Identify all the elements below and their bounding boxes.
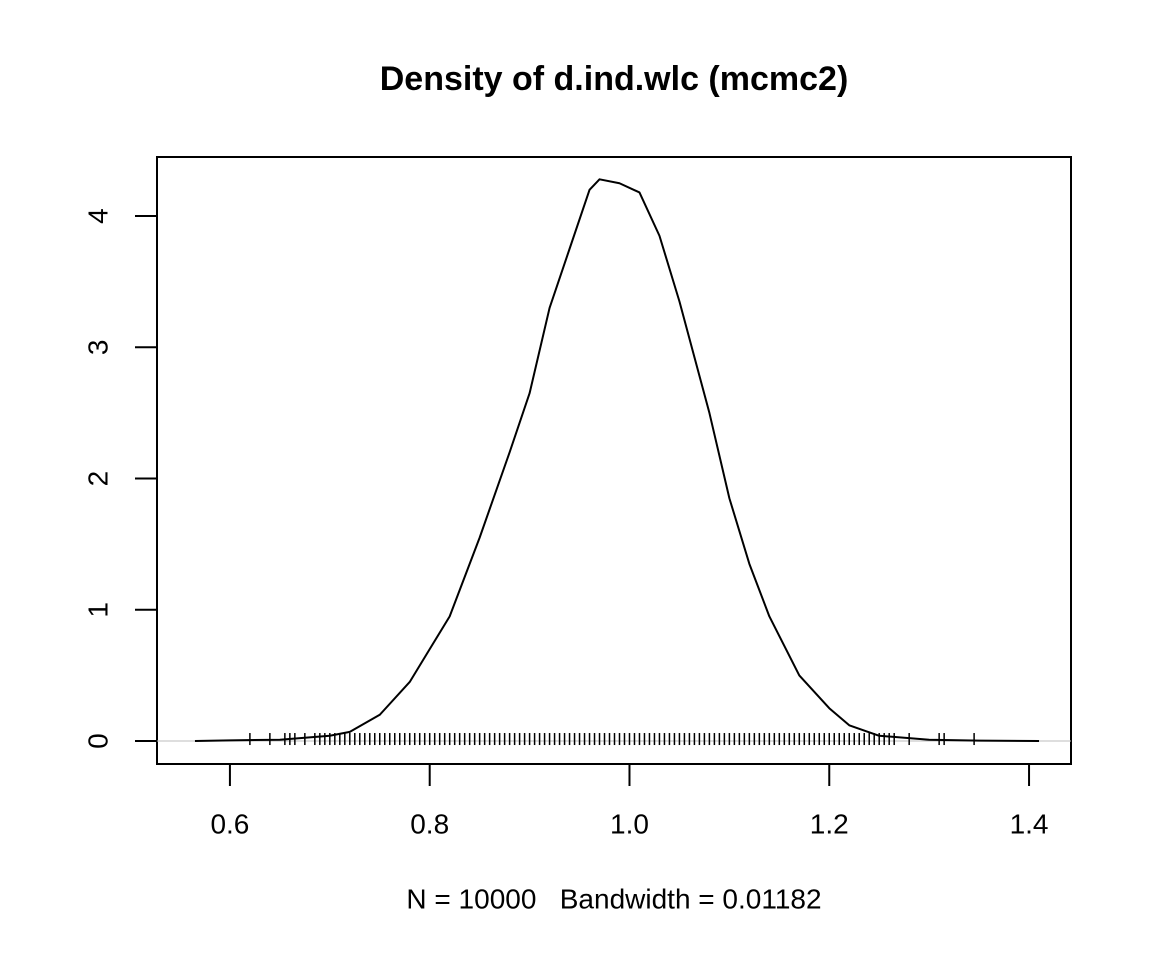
x-tick-label: 0.6: [210, 808, 249, 839]
density-curve: [194, 178, 1040, 743]
y-tick-label: 2: [82, 471, 113, 487]
y-tick-label: 4: [82, 208, 113, 224]
x-axis-label: N = 10000 Bandwidth = 0.01182: [406, 883, 821, 914]
y-tick-label: 1: [82, 602, 113, 618]
y-tick-label: 0: [82, 733, 113, 749]
y-tick-label: 3: [82, 340, 113, 356]
chart-title: Density of d.ind.wlc (mcmc2): [380, 60, 849, 98]
x-tick-label: 1.2: [810, 808, 849, 839]
x-tick-label: 1.4: [1010, 808, 1049, 839]
x-tick-label: 0.8: [410, 808, 449, 839]
x-tick-label: 1.0: [610, 808, 649, 839]
